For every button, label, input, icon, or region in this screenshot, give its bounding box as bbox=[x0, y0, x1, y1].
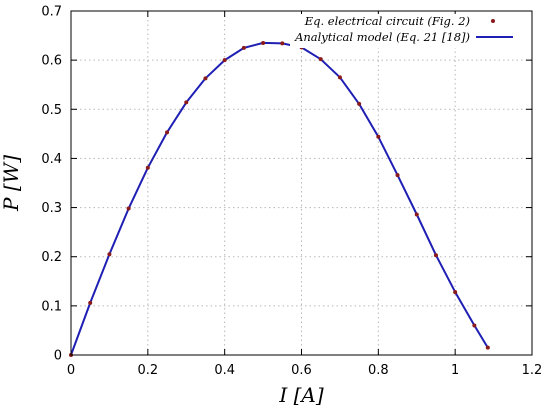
x-tick-label: 0.2 bbox=[137, 363, 158, 378]
y-tick-label: 0.6 bbox=[41, 54, 62, 69]
circuit-data-point bbox=[165, 130, 170, 135]
legend-label-analytical: Analytical model (Eq. 21 [18]) bbox=[294, 30, 470, 44]
circuit-data-point bbox=[318, 57, 323, 62]
circuit-data-point bbox=[453, 290, 458, 295]
circuit-data-point bbox=[145, 165, 150, 170]
x-tick-label: 0 bbox=[67, 363, 75, 378]
circuit-data-point bbox=[337, 75, 342, 80]
circuit-data-point bbox=[222, 58, 227, 63]
circuit-data-point bbox=[414, 212, 419, 217]
y-tick-label: 0.2 bbox=[41, 250, 62, 265]
circuit-data-point bbox=[395, 173, 400, 178]
x-tick-label: 1.2 bbox=[522, 363, 543, 378]
circuit-data-point bbox=[88, 300, 93, 305]
analytical-model-line bbox=[70, 41, 489, 356]
grid bbox=[71, 11, 532, 355]
circuit-data-point bbox=[126, 206, 131, 211]
x-tick-label: 0.4 bbox=[214, 363, 235, 378]
circuit-data-point bbox=[241, 45, 246, 50]
legend-label-circuit: Eq. electrical circuit (Fig. 2) bbox=[304, 14, 470, 28]
circuit-data-point bbox=[280, 41, 285, 46]
circuit-data-point bbox=[485, 345, 490, 350]
y-axis-label: P [W] bbox=[0, 155, 23, 212]
circuit-data-point bbox=[203, 76, 208, 81]
circuit-data-point bbox=[261, 40, 266, 45]
legend-background bbox=[290, 14, 528, 48]
y-tick-label: 0.7 bbox=[41, 5, 62, 20]
y-tick-label: 0.5 bbox=[41, 103, 62, 118]
circuit-data-point bbox=[107, 252, 112, 257]
plot-frame bbox=[70, 10, 533, 356]
x-axis-label: I [A] bbox=[278, 383, 324, 407]
circuit-data-point bbox=[472, 323, 477, 328]
y-tick-label: 0 bbox=[54, 349, 62, 364]
y-tick-label: 0.4 bbox=[41, 152, 62, 167]
circuit-data-point bbox=[357, 101, 362, 106]
series-line-group bbox=[70, 41, 489, 356]
circuit-data-point bbox=[376, 134, 381, 139]
legend: Eq. electrical circuit (Fig. 2) Analytic… bbox=[290, 14, 528, 48]
circuit-data-point bbox=[184, 100, 189, 105]
circuit-data-point bbox=[433, 253, 438, 258]
x-tick-label: 0.8 bbox=[368, 363, 389, 378]
legend-marker-circuit bbox=[491, 19, 495, 23]
x-tick-label: 1 bbox=[451, 363, 459, 378]
y-tick-label: 0.1 bbox=[41, 299, 62, 314]
y-tick-label: 0.3 bbox=[41, 201, 62, 216]
x-tick-label: 0.6 bbox=[291, 363, 312, 378]
series-points-group bbox=[69, 40, 490, 357]
tick-labels: 0 0.2 0.4 0.6 0.8 1 1.2 0 0.1 0.2 0.3 0.4 0.5 0.6 0.7 bbox=[41, 5, 542, 379]
